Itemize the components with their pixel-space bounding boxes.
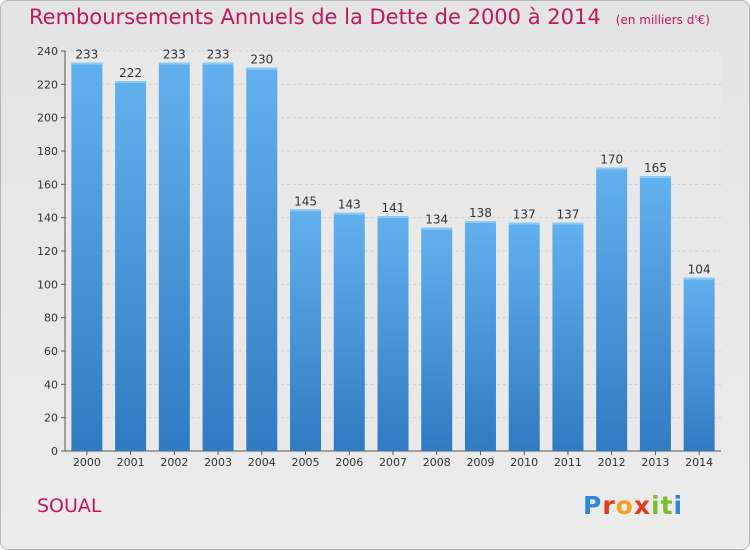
x-tick-label: 2014 [685,456,713,469]
y-tick-label: 140 [37,212,58,225]
logo-letter: P [583,491,603,520]
bar [639,176,671,451]
bar-highlight [421,227,453,230]
proxiti-logo: Proxiti [583,491,683,520]
x-tick-label: 2013 [641,456,669,469]
logo-letter: i [651,491,661,520]
bar [683,277,715,451]
bar [552,222,584,451]
bar [333,212,365,451]
bar-highlight [596,167,628,170]
x-tick-label: 2008 [423,456,451,469]
x-tick-label: 2003 [204,456,232,469]
bar-highlight [464,221,496,223]
bar-highlight [552,222,584,225]
bar-highlight [639,176,671,178]
y-tick-label: 0 [51,445,58,458]
x-tick-label: 2007 [379,456,407,469]
bar [71,62,103,452]
bar-value-label: 145 [294,194,317,208]
bar [290,209,322,451]
bar-highlight [246,67,278,70]
bar-highlight [158,62,190,65]
bar [115,81,147,451]
bar [202,62,234,452]
x-tick-label: 2012 [598,456,626,469]
x-tick-label: 2005 [292,456,320,469]
bar-value-label: 134 [425,213,448,227]
bar-value-label: 141 [382,201,405,215]
x-tick-label: 2006 [335,456,363,469]
x-tick-label: 2009 [466,456,494,469]
bar-highlight [683,277,715,280]
logo-letter: i [673,491,684,520]
y-tick-label: 180 [37,145,58,158]
bar-highlight [377,216,409,218]
bar-highlight [508,222,540,225]
y-tick-label: 80 [44,312,58,325]
y-tick-label: 120 [37,245,58,258]
y-tick-label: 200 [37,112,58,125]
x-tick-label: 2010 [510,456,538,469]
bar-value-label: 222 [119,66,142,80]
x-tick-label: 2011 [554,456,582,469]
y-tick-label: 160 [37,178,58,191]
title-row: Remboursements Annuels de la Dette de 20… [29,5,710,29]
y-tick-label: 40 [44,378,58,391]
bar [246,67,278,452]
x-tick-label: 2001 [117,456,145,469]
bar-highlight [333,212,365,215]
bar-value-label: 170 [600,153,623,167]
bar [508,222,540,451]
bar [158,62,190,452]
bar-highlight [290,209,322,212]
bar-value-label: 233 [163,48,186,62]
bar-value-label: 104 [688,263,711,277]
x-tick-label: 2000 [73,456,101,469]
bar-highlight [115,81,147,83]
logo-letter: x [633,491,651,520]
bar [464,221,496,451]
bar [421,227,453,451]
y-tick-label: 240 [37,45,58,58]
bar-value-label: 137 [556,208,579,222]
bar-value-label: 230 [250,53,273,67]
bar-value-label: 233 [75,48,98,62]
y-tick-label: 20 [44,412,58,425]
logo-letter: r [602,491,616,520]
bar-value-label: 143 [338,198,361,212]
bar [377,216,409,451]
bar-value-label: 138 [469,206,492,220]
bar-highlight [202,62,234,65]
y-tick-label: 100 [37,278,58,291]
chart-title: Remboursements Annuels de la Dette de 20… [29,5,601,29]
y-tick-label: 60 [44,345,58,358]
bar-value-label: 165 [644,161,667,175]
chart-unit-note: (en milliers d'€) [615,13,710,27]
bar [596,167,628,451]
y-tick-label: 220 [37,78,58,91]
commune-name: SOUAL [37,495,102,517]
bar-value-label: 233 [207,48,230,62]
bar-highlight [71,62,103,65]
bar-value-label: 137 [513,208,536,222]
logo-letter: o [615,491,634,520]
x-tick-label: 2004 [248,456,276,469]
x-tick-label: 2002 [160,456,188,469]
logo-letter: t [660,491,674,520]
